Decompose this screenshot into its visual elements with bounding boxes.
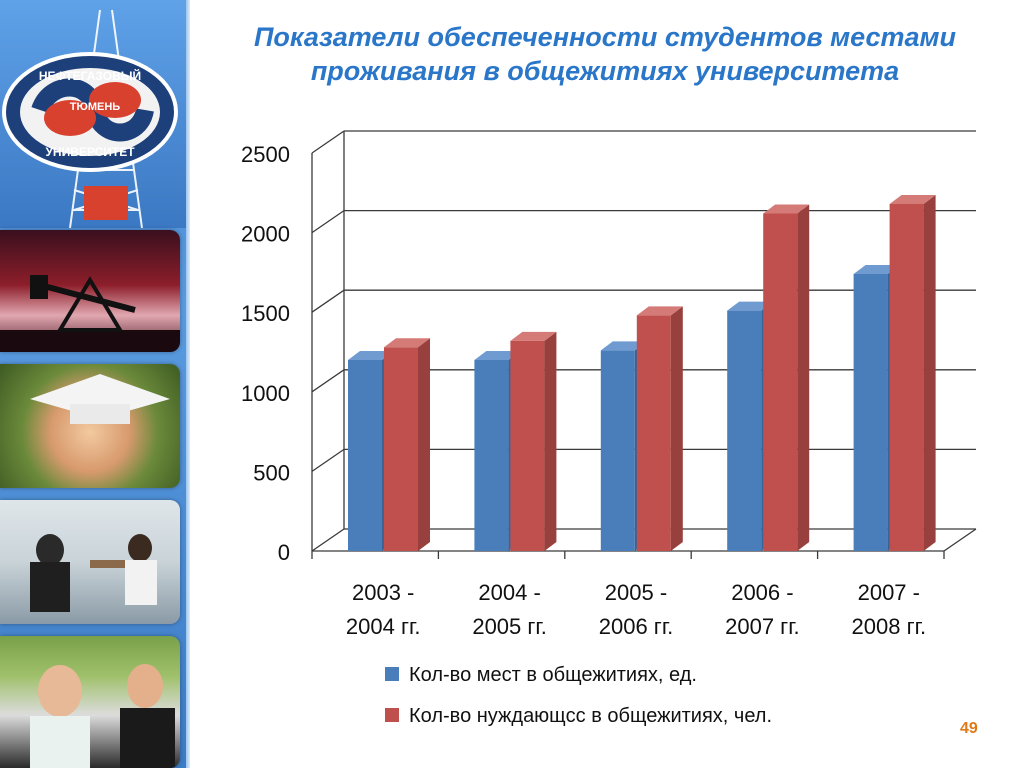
- bar-top-1-3: [600, 341, 647, 351]
- gridline-side: [311, 289, 345, 313]
- logo-middle-text: ТЮМЕНЬ: [70, 101, 121, 113]
- legend-item-series2: Кол-во нуждающсс в общежитиях, чел.: [385, 705, 772, 728]
- y-tick-label: 1000: [241, 381, 290, 406]
- bar-side-2-4: [797, 204, 810, 551]
- bar-2-4: [763, 213, 798, 551]
- gridline-side: [311, 369, 345, 393]
- bar-top-2-4: [763, 204, 810, 214]
- bar-2-5: [889, 203, 924, 551]
- bar-top-1-1: [348, 350, 394, 360]
- bar-side-2-5: [923, 194, 936, 551]
- x-tick-label: 2004 -: [478, 580, 540, 605]
- y-tick-label: 2000: [241, 222, 290, 247]
- bar-2-3: [636, 315, 671, 551]
- x-tick-label: 2008 гг.: [852, 614, 927, 639]
- bar-side-2-3: [670, 306, 683, 551]
- bar-1-5: [853, 273, 888, 551]
- oil-pump-silhouette-icon: [0, 275, 180, 352]
- bar-side-2-1: [418, 338, 430, 551]
- students-group-icon: [30, 664, 175, 768]
- bar-2-2: [510, 340, 545, 551]
- page-number: 49: [960, 720, 978, 737]
- sidebar-edge: [186, 0, 190, 768]
- gridline-side: [311, 130, 345, 154]
- bar-top-2-5: [889, 194, 936, 204]
- gridline-side: [311, 528, 345, 552]
- page-title: Показатели обеспеченности студентов мест…: [254, 22, 956, 86]
- legend-swatch-series1: [385, 667, 399, 681]
- y-tick-label: 500: [253, 460, 290, 485]
- bar-top-1-5: [853, 264, 900, 274]
- bar-top-2-3: [636, 306, 683, 316]
- gridline-side: [311, 448, 345, 472]
- x-tick-label: 2006 -: [731, 580, 793, 605]
- legend-label-series1: Кол-во мест в общежитиях, ед.: [409, 664, 697, 686]
- logo-top-text: НЕФТЕГАЗОВЫЙ: [39, 68, 141, 83]
- legend-item-series1: Кол-во мест в общежитиях, ед.: [385, 664, 697, 687]
- graduate-girl-photo: [0, 364, 180, 488]
- x-tick-label: 2005 гг.: [472, 614, 547, 639]
- office-people-icon: [30, 534, 157, 612]
- x-tick-label: 2007 -: [858, 580, 920, 605]
- bar-1-2: [474, 359, 509, 551]
- students-photo: [0, 636, 180, 768]
- bar-side-2-2: [544, 331, 557, 551]
- bar-top-1-4: [727, 301, 774, 311]
- sidebar: НЕФТЕГАЗОВЫЙ ТЮМЕНЬ УНИВЕРСИТЕТ: [0, 0, 190, 768]
- oil-pump-photo: [0, 230, 180, 352]
- graduation-cap-icon: [30, 374, 170, 424]
- bar-top-1-2: [474, 350, 521, 360]
- bar-top-2-1: [384, 338, 430, 348]
- x-tick-label: 2004 гг.: [346, 614, 421, 639]
- bar-top-2-2: [510, 331, 557, 341]
- gridline-side: [311, 210, 345, 234]
- bar-1-3: [600, 350, 635, 551]
- logo-bottom-text: УНИВЕРСИТЕТ: [45, 145, 135, 159]
- logo-area: НЕФТЕГАЗОВЫЙ ТЮМЕНЬ УНИВЕРСИТЕТ: [0, 0, 186, 229]
- x-tick-label: 2006 гг.: [599, 614, 674, 639]
- x-tick-label: 2007 гг.: [725, 614, 800, 639]
- bar-1-4: [727, 310, 762, 551]
- y-tick-label: 0: [278, 540, 290, 565]
- bar-1-1: [348, 359, 382, 551]
- y-tick-label: 1500: [241, 301, 290, 326]
- x-tick-label: 2003 -: [352, 580, 414, 605]
- bar-2-1: [384, 347, 418, 551]
- x-tick-label: 2005 -: [605, 580, 667, 605]
- office-photo: [0, 500, 180, 624]
- legend-label-series2: Кол-во нуждающсс в общежитиях, чел.: [409, 705, 773, 727]
- university-logo: НЕФТЕГАЗОВЫЙ ТЮМЕНЬ УНИВЕРСИТЕТ: [2, 9, 178, 229]
- legend-swatch-series2: [385, 708, 399, 722]
- y-tick-label: 2500: [241, 142, 290, 167]
